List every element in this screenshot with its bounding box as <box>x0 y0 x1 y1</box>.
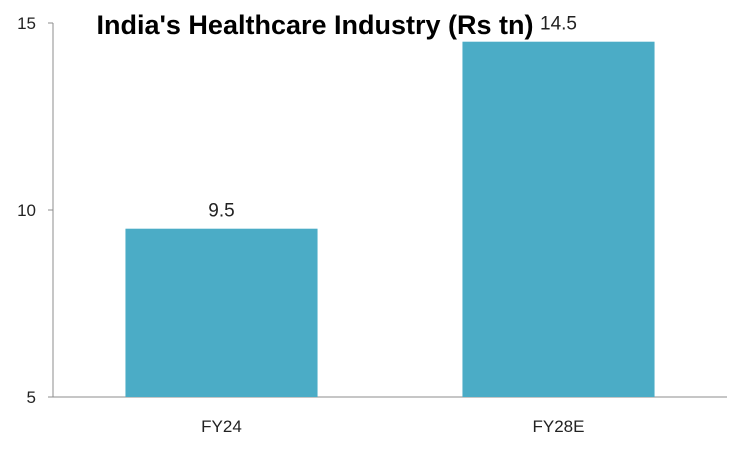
bar-fy28e <box>462 41 655 397</box>
y-tick-label: 10 <box>17 201 36 220</box>
x-tick-label-fy24: FY24 <box>201 417 242 436</box>
x-axis-labels: FY24 FY28E <box>201 417 584 436</box>
x-tick-label-fy28e: FY28E <box>533 417 585 436</box>
chart-title: India's Healthcare Industry (Rs tn) <box>96 10 533 40</box>
data-labels: 9.5 14.5 <box>208 14 577 222</box>
y-axis-ticks: 5 10 15 <box>17 14 53 407</box>
bar-fy24 <box>125 228 318 397</box>
y-tick-label: 5 <box>27 388 36 407</box>
bars <box>125 41 655 397</box>
y-tick-label: 15 <box>17 14 36 33</box>
data-label-fy24: 9.5 <box>208 201 234 222</box>
data-label-fy28e: 14.5 <box>540 14 577 35</box>
